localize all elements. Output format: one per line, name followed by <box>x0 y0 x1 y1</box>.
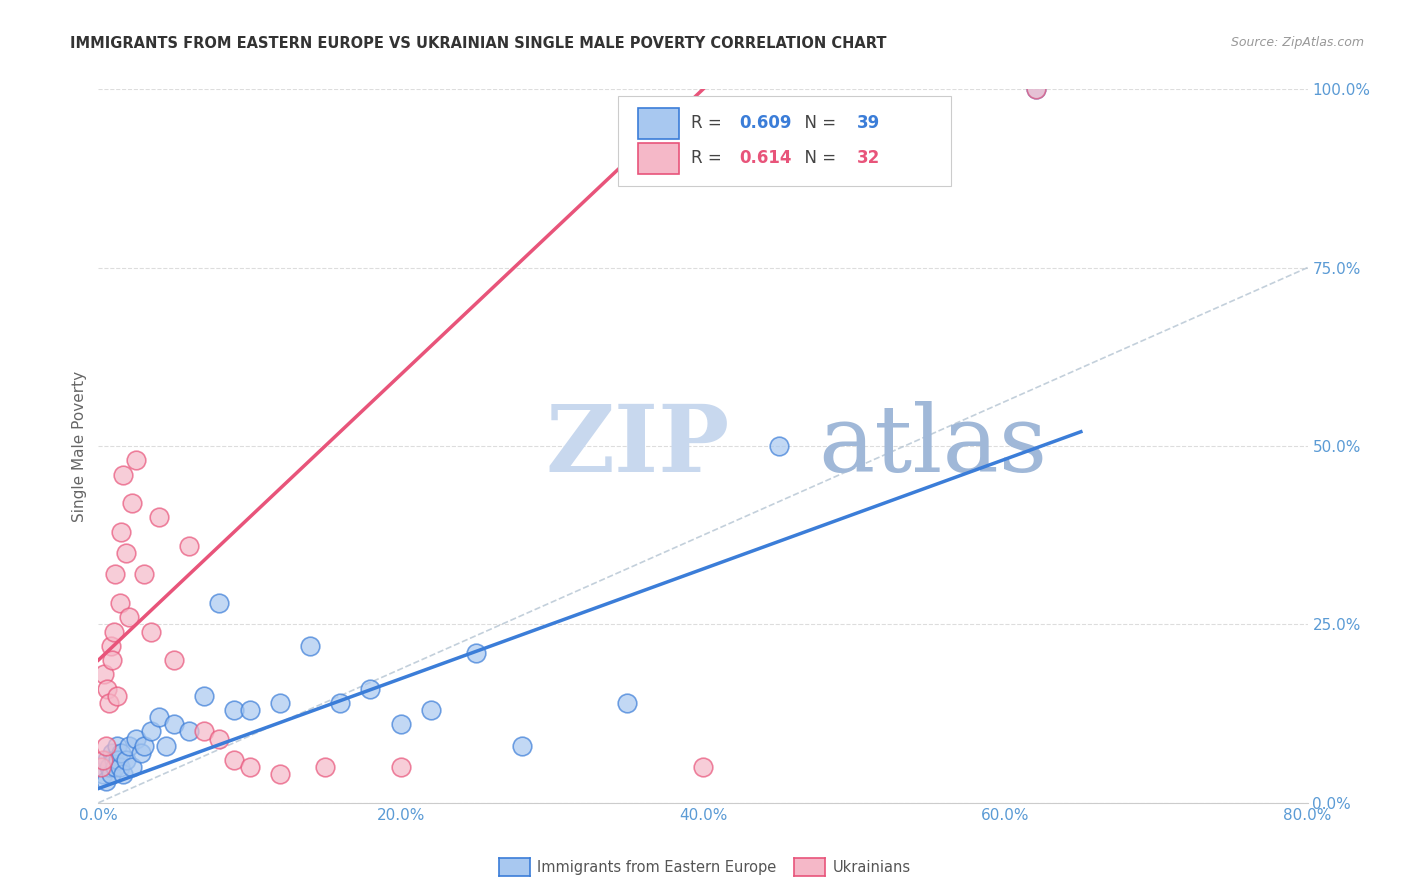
Point <box>208 596 231 610</box>
Point <box>224 703 246 717</box>
FancyBboxPatch shape <box>638 108 679 139</box>
Point <box>104 760 127 774</box>
Point <box>105 689 128 703</box>
Point <box>269 767 291 781</box>
Point <box>90 760 112 774</box>
Point <box>129 746 152 760</box>
Point <box>98 760 121 774</box>
Point <box>239 760 262 774</box>
Point <box>114 753 136 767</box>
Text: IMMIGRANTS FROM EASTERN EUROPE VS UKRAINIAN SINGLE MALE POVERTY CORRELATION CHAR: IMMIGRANTS FROM EASTERN EUROPE VS UKRAIN… <box>70 36 887 51</box>
Point <box>98 696 121 710</box>
Point <box>510 739 533 753</box>
Point <box>179 724 201 739</box>
Text: N =: N = <box>793 114 841 132</box>
Point <box>125 453 148 467</box>
Point <box>179 539 201 553</box>
Point <box>329 696 352 710</box>
Point <box>104 567 127 582</box>
Point <box>121 496 143 510</box>
Point <box>163 653 186 667</box>
Point <box>193 689 215 703</box>
Point <box>93 667 115 681</box>
Text: 0.614: 0.614 <box>740 150 792 168</box>
Point <box>118 610 141 624</box>
Point <box>96 681 118 696</box>
Point <box>108 596 131 610</box>
Point <box>269 696 291 710</box>
Point <box>103 624 125 639</box>
Point <box>193 724 215 739</box>
Point <box>360 681 382 696</box>
Point <box>132 739 155 753</box>
Point <box>118 739 141 753</box>
FancyBboxPatch shape <box>638 143 679 174</box>
Point <box>692 760 714 774</box>
Point <box>111 767 134 781</box>
Point <box>91 753 114 767</box>
Point <box>224 753 246 767</box>
Point <box>91 767 114 781</box>
Point <box>107 753 129 767</box>
Point <box>1024 82 1046 96</box>
Point <box>299 639 322 653</box>
Text: Ukrainians: Ukrainians <box>832 860 911 874</box>
Point <box>132 567 155 582</box>
Point <box>125 731 148 746</box>
Point <box>141 624 163 639</box>
Text: R =: R = <box>690 150 727 168</box>
Point <box>121 760 143 774</box>
Point <box>389 760 412 774</box>
Point <box>111 467 134 482</box>
Text: 0.609: 0.609 <box>740 114 792 132</box>
Point <box>100 767 122 781</box>
Text: N =: N = <box>793 150 841 168</box>
Point <box>101 653 124 667</box>
Point <box>420 703 443 717</box>
Y-axis label: Single Male Poverty: Single Male Poverty <box>72 370 87 522</box>
Point <box>100 639 122 653</box>
Point <box>114 546 136 560</box>
Point <box>389 717 412 731</box>
Point <box>208 731 231 746</box>
Point <box>768 439 790 453</box>
Point <box>96 753 118 767</box>
Point <box>101 746 124 760</box>
Point <box>94 774 117 789</box>
Point <box>108 760 131 774</box>
Text: 39: 39 <box>856 114 880 132</box>
Point <box>163 717 186 731</box>
Point <box>110 746 132 760</box>
Text: Immigrants from Eastern Europe: Immigrants from Eastern Europe <box>537 860 776 874</box>
Point <box>314 760 336 774</box>
Text: 32: 32 <box>856 150 880 168</box>
Text: ZIP: ZIP <box>546 401 730 491</box>
Point <box>1024 82 1046 96</box>
Text: atlas: atlas <box>818 401 1047 491</box>
FancyBboxPatch shape <box>619 96 950 186</box>
Point <box>105 739 128 753</box>
Point <box>103 753 125 767</box>
Point <box>616 696 638 710</box>
Point <box>141 724 163 739</box>
Point <box>148 510 170 524</box>
Point <box>94 739 117 753</box>
Point <box>155 739 177 753</box>
Point <box>239 703 262 717</box>
Text: Source: ZipAtlas.com: Source: ZipAtlas.com <box>1230 36 1364 49</box>
Point <box>465 646 488 660</box>
Text: R =: R = <box>690 114 727 132</box>
Point <box>148 710 170 724</box>
Point <box>110 524 132 539</box>
